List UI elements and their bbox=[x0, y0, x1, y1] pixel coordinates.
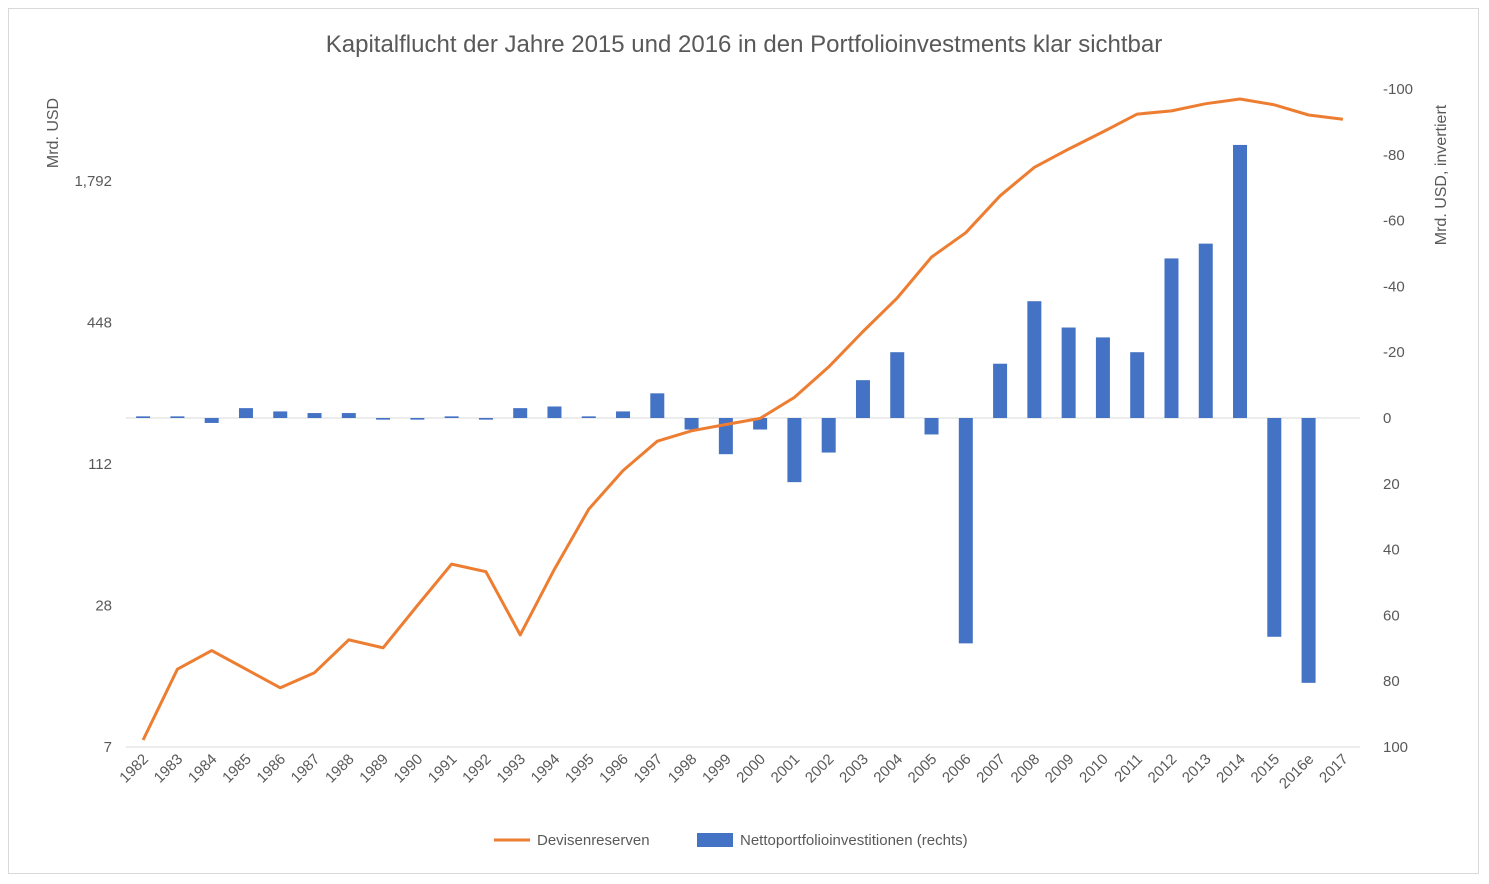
bar-2003 bbox=[855, 380, 870, 418]
bar-1983 bbox=[170, 416, 185, 418]
left-axis-ticks: 7 28 112 448 1,792 bbox=[74, 173, 112, 756]
bar-2004 bbox=[890, 352, 905, 418]
x-tick-label: 2012 bbox=[1145, 751, 1181, 787]
bar-2011 bbox=[1130, 352, 1145, 418]
x-tick-label: 1986 bbox=[253, 751, 289, 787]
bar-2002 bbox=[821, 418, 836, 453]
line-series-devisenreserven bbox=[141, 97, 1344, 741]
x-tick-label: 2008 bbox=[1008, 751, 1044, 787]
bar-1993 bbox=[513, 408, 528, 418]
bar-2008 bbox=[1027, 301, 1042, 418]
x-tick-label: 2016e bbox=[1276, 751, 1318, 793]
bar-2001 bbox=[787, 418, 802, 483]
bar-2007 bbox=[993, 363, 1008, 418]
x-tick-label: 1984 bbox=[185, 751, 221, 787]
bar-2000 bbox=[753, 418, 768, 430]
bar-1992 bbox=[478, 418, 493, 420]
bar-1986 bbox=[273, 411, 288, 418]
bar-2016e bbox=[1301, 418, 1316, 683]
x-tick-label: 1987 bbox=[288, 751, 324, 787]
x-tick-label: 2002 bbox=[802, 751, 838, 787]
x-tick-label: 2017 bbox=[1316, 751, 1352, 787]
bar-1997 bbox=[650, 393, 665, 418]
left-tick-label: 1,792 bbox=[74, 173, 112, 190]
left-tick-label: 7 bbox=[104, 739, 112, 756]
x-tick-label: 1997 bbox=[631, 751, 667, 787]
bar-1998 bbox=[684, 418, 699, 430]
bar-2014 bbox=[1233, 144, 1248, 418]
x-tick-label: 2000 bbox=[733, 751, 769, 787]
x-tick-label: 2009 bbox=[1042, 751, 1078, 787]
legend-label-nettoportfolio: Nettoportfolioinvestitionen (rechts) bbox=[740, 832, 968, 849]
legend-swatch-nettoportfolio bbox=[697, 833, 733, 847]
legend-label-devisenreserven: Devisenreserven bbox=[537, 832, 650, 849]
x-tick-label: 1994 bbox=[528, 751, 564, 787]
right-tick-label: 40 bbox=[1383, 542, 1400, 559]
x-tick-label: 2007 bbox=[973, 751, 1009, 787]
right-tick-label: -100 bbox=[1383, 81, 1413, 98]
right-tick-label: -20 bbox=[1383, 344, 1405, 361]
x-tick-label: 2001 bbox=[768, 751, 804, 787]
bar-1996 bbox=[616, 411, 631, 418]
x-tick-label: 1991 bbox=[425, 751, 461, 787]
x-tick-label: 2005 bbox=[905, 751, 941, 787]
x-tick-label: 1998 bbox=[665, 751, 701, 787]
right-tick-label: 80 bbox=[1383, 673, 1400, 690]
bar-2015 bbox=[1267, 418, 1282, 637]
x-tick-label: 1982 bbox=[116, 751, 152, 787]
bar-1990 bbox=[410, 418, 425, 420]
x-tick-label: 1985 bbox=[219, 751, 255, 787]
right-axis-label: Mrd. USD, invertiert bbox=[1433, 104, 1450, 245]
x-tick-label: 2014 bbox=[1213, 751, 1249, 787]
x-tick-label: 1992 bbox=[459, 751, 495, 787]
bar-2009 bbox=[1061, 327, 1076, 418]
left-axis-label: Mrd. USD bbox=[45, 98, 62, 168]
x-tick-label: 1999 bbox=[699, 751, 735, 787]
bar-1995 bbox=[581, 416, 596, 418]
left-tick-label: 28 bbox=[95, 598, 112, 615]
bar-2010 bbox=[1095, 337, 1110, 418]
bar-2006 bbox=[958, 418, 973, 644]
chart-title: Kapitalflucht der Jahre 2015 und 2016 in… bbox=[326, 31, 1163, 58]
x-tick-label: 1983 bbox=[151, 751, 187, 787]
right-tick-label: -40 bbox=[1383, 278, 1405, 295]
x-tick-label: 2010 bbox=[1076, 751, 1112, 787]
right-tick-label: -80 bbox=[1383, 147, 1405, 164]
right-tick-label: 0 bbox=[1383, 410, 1391, 427]
legend: Devisenreserven Nettoportfolioinvestitio… bbox=[494, 832, 968, 849]
x-tick-label: 1990 bbox=[391, 751, 427, 787]
x-tick-label: 1996 bbox=[596, 751, 632, 787]
bar-1987 bbox=[307, 413, 322, 418]
x-tick-label: 1993 bbox=[493, 751, 529, 787]
left-tick-label: 112 bbox=[88, 456, 112, 473]
bar-1989 bbox=[376, 418, 391, 420]
x-tick-label: 2003 bbox=[836, 751, 872, 787]
x-tick-label: 2013 bbox=[1179, 751, 1215, 787]
bar-1994 bbox=[547, 406, 562, 418]
right-tick-label: -60 bbox=[1383, 213, 1405, 230]
right-tick-label: 60 bbox=[1383, 607, 1400, 624]
x-tick-label: 1995 bbox=[562, 751, 598, 787]
x-tick-label: 1989 bbox=[356, 751, 392, 787]
bar-1988 bbox=[341, 413, 356, 418]
x-tick-label: 1988 bbox=[322, 751, 358, 787]
bar-2012 bbox=[1164, 258, 1179, 418]
left-tick-label: 448 bbox=[87, 315, 112, 332]
bar-1991 bbox=[444, 416, 459, 418]
bar-1984 bbox=[204, 418, 219, 423]
right-tick-label: 100 bbox=[1383, 739, 1408, 756]
bar-2005 bbox=[924, 418, 939, 435]
x-tick-label: 2006 bbox=[939, 751, 975, 787]
bar-1982 bbox=[136, 416, 151, 418]
x-tick-label: 2004 bbox=[870, 751, 906, 787]
bar-1999 bbox=[718, 418, 733, 455]
right-tick-label: 20 bbox=[1383, 476, 1400, 493]
x-tick-label: 2011 bbox=[1111, 751, 1146, 786]
bar-2013 bbox=[1198, 243, 1213, 418]
bar-1985 bbox=[238, 408, 253, 418]
bar-series bbox=[136, 144, 1316, 683]
right-axis-ticks: -100 -80 -60 -40 -20 0 20 40 60 80 100 bbox=[1383, 81, 1413, 756]
x-axis-ticks: 1982198319841985198619871988198919901991… bbox=[116, 751, 1351, 793]
